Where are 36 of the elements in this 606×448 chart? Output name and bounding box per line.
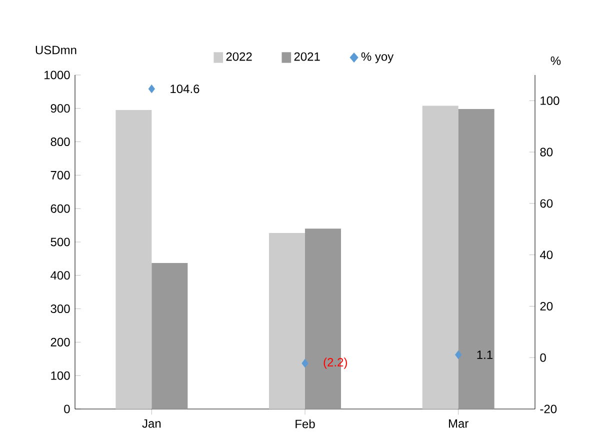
y-axis-title: USDmn: [36, 46, 76, 54]
y-tick-label: 500: [50, 238, 70, 246]
x-tick-label: Jan: [142, 419, 161, 428]
y-tick-label: 800: [50, 138, 70, 146]
point: [455, 350, 462, 360]
y-tick-label: 1000: [44, 70, 70, 80]
legend-label: 2022: [226, 52, 252, 61]
y-tick-label: 300: [50, 304, 70, 314]
y-tick-label: 0: [64, 404, 70, 414]
y-tick-label: 400: [50, 271, 70, 280]
y2-tick-label: 0: [540, 353, 546, 362]
x-tick-label: Mar: [448, 419, 468, 428]
legend-label: % yoy: [361, 52, 394, 64]
data-label: 1.1: [477, 350, 492, 359]
y-tick-label: 100: [51, 371, 70, 380]
bar: [458, 109, 494, 409]
bar: [269, 232, 306, 409]
y2-tick-label: -20: [540, 404, 557, 414]
y-tick-label: 900: [50, 104, 70, 113]
y2-tick-label: 80: [540, 148, 553, 156]
y-tick-label: 600: [50, 204, 70, 213]
y-tick-label: 700: [50, 170, 70, 180]
legend-label: 2021: [294, 52, 320, 61]
y2-tick-label: 20: [540, 302, 553, 310]
y2-tick-label: 40: [540, 250, 553, 260]
data-label: 104.6: [170, 84, 200, 94]
bar: [422, 106, 458, 409]
y-tick-label: 200: [50, 338, 70, 346]
point: [148, 84, 155, 94]
bar: [152, 263, 188, 409]
y2-axis-title: %: [550, 56, 561, 65]
point: [302, 358, 308, 368]
y2-tick-label: 100: [540, 96, 560, 105]
y2-tick-label: 60: [540, 199, 553, 208]
bar: [116, 110, 152, 409]
x-tick-label: Feb: [296, 419, 315, 428]
